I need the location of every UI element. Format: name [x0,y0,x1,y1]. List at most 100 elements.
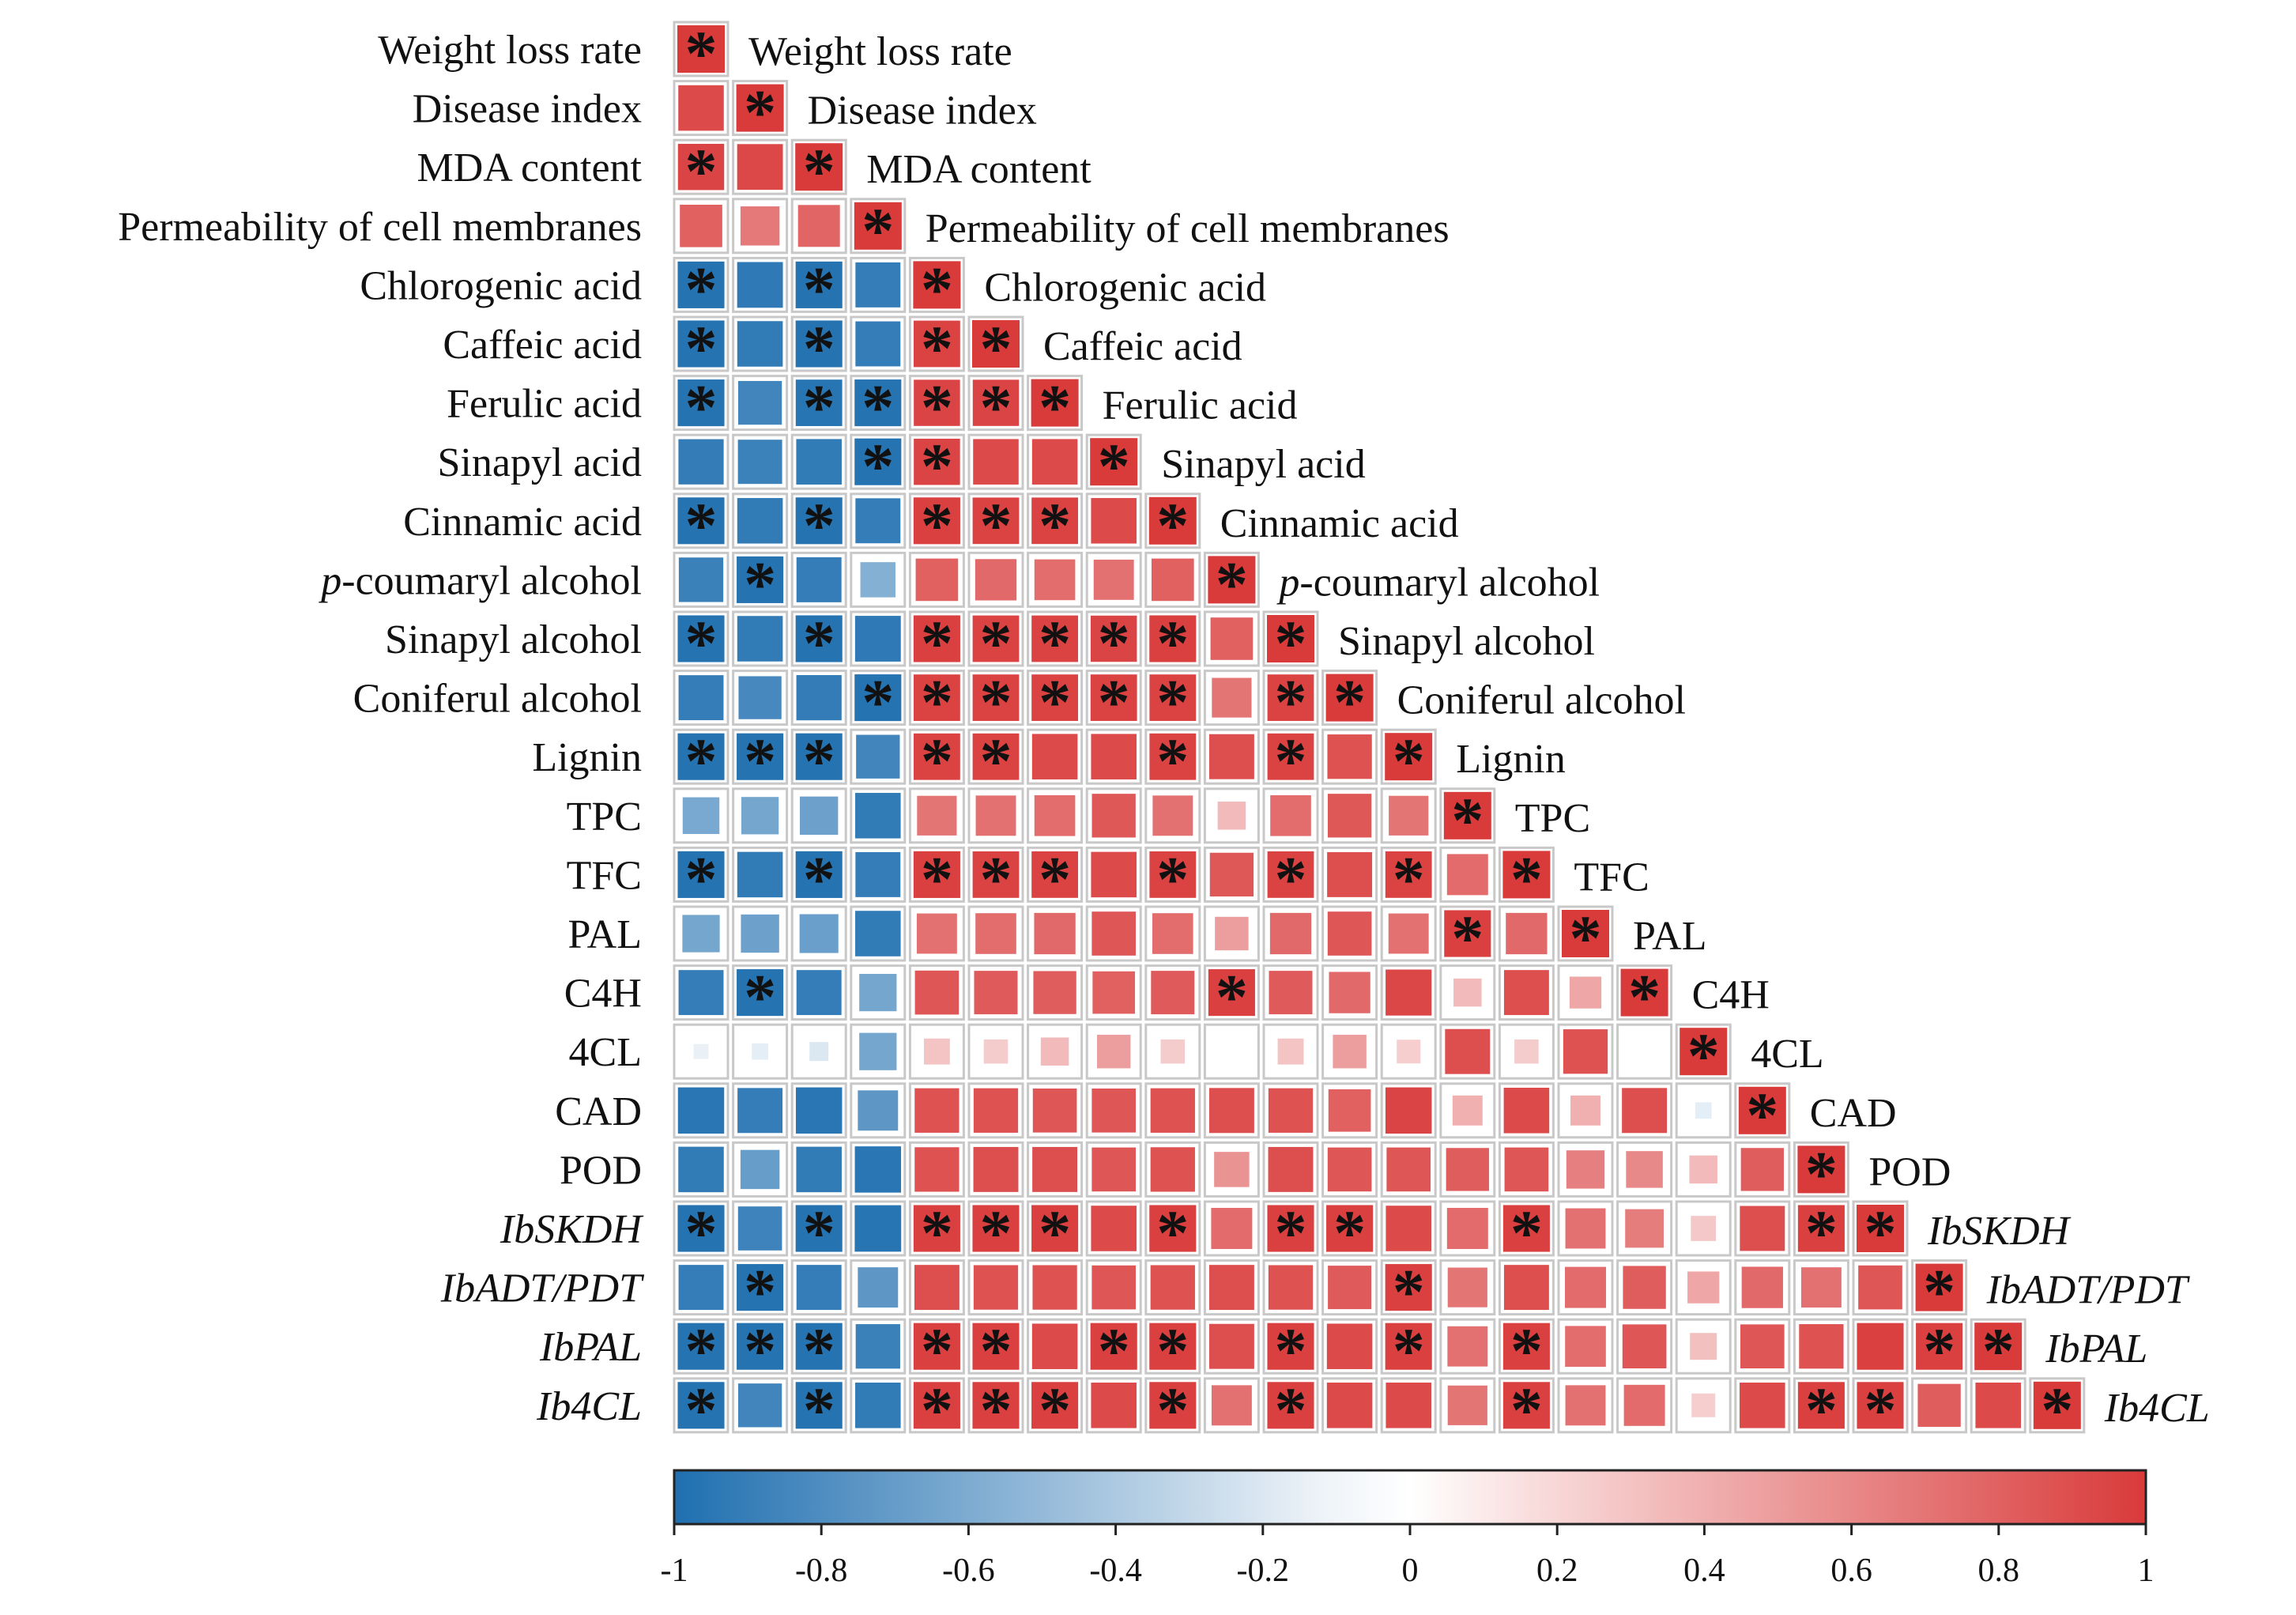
cell-square [914,733,960,780]
diagonal-labels: Weight loss rate Disease index MDA content… [748,29,2210,1431]
heatmap-cell [1144,964,1201,1021]
heatmap-cell [732,964,789,1021]
significance-marker: * [1393,725,1425,797]
cell-square [923,1038,950,1065]
cell-square [737,1323,784,1370]
cell-square [1217,802,1246,830]
cell-square [1975,1383,2021,1428]
heatmap-cell [1203,964,1260,1021]
significance-marker: * [685,607,718,679]
heatmap-cell [1321,787,1378,844]
heatmap-cell [1085,787,1142,844]
cell-square [1502,851,1551,899]
significance-marker: * [1098,430,1130,502]
cell-square [1857,1382,1904,1429]
cell-square [1857,1205,1904,1252]
heatmap-cell [1262,1141,1319,1198]
cell-square [914,320,960,368]
heatmap-cell [1439,1259,1496,1316]
cell-square [1149,674,1197,721]
cell-square [737,616,783,662]
heatmap-cell [1911,1259,1968,1316]
cell-square [1446,1208,1488,1249]
heatmap-cell [1616,1141,1673,1198]
cell-square [914,379,960,426]
cell-square [1211,1208,1253,1249]
heatmap-cell [1027,1023,1084,1080]
cell-square [1150,1265,1195,1310]
cell-square [1091,1206,1137,1251]
heatmap-cell [1557,1377,1614,1434]
heatmap-cell [1203,1377,1260,1434]
significance-marker: * [921,666,953,738]
heatmap-cell [967,492,1024,549]
heatmap-cell [790,1141,847,1198]
cell-square [1453,978,1482,1007]
heatmap-cell [790,728,847,785]
cell-square [1566,1150,1605,1189]
cell-square [913,261,961,309]
cell-square [1031,439,1078,485]
significance-marker: * [1156,1374,1189,1446]
significance-marker: * [744,77,776,149]
cell-square [1040,1037,1069,1066]
heatmap-cell [732,1377,789,1434]
heatmap-cell [790,198,847,255]
heatmap-cell [908,1200,965,1257]
row-labels: Weight loss rate Disease index MDA content… [118,28,644,1429]
heatmap-cell [1557,1200,1614,1257]
heatmap-cell [1027,492,1084,549]
diagonal-label-ibadt-pdt: IbADT/PDT [1986,1268,2190,1313]
heatmap-cell [967,1200,1024,1257]
colorbar-tick-label: 0.2 [1536,1553,1578,1589]
significance-marker: * [1393,843,1425,915]
heatmap-cell [850,492,907,549]
heatmap-cell [967,375,1024,432]
cell-square [1386,969,1432,1016]
cell-square [1800,1267,1842,1308]
cell-square [1267,674,1314,721]
heatmap-cell [850,433,907,490]
heatmap-cell [908,315,965,372]
heatmap-cell [1380,1259,1437,1316]
significance-marker: * [1216,961,1248,1033]
significance-marker: * [1039,372,1071,443]
heatmap-cell [1262,728,1319,785]
cell-square [677,497,725,545]
heatmap-cell [1557,1141,1614,1198]
significance-marker: * [803,1197,835,1269]
heatmap-cell [732,787,789,844]
cell-square [678,439,724,485]
heatmap-cell [1262,610,1319,667]
significance-marker: * [1687,1020,1720,1092]
cell-square [795,733,843,780]
significance-marker: * [1039,607,1071,679]
significance-marker: * [744,1315,776,1387]
diagonal-label-cad: CAD [1810,1091,1897,1136]
heatmap-cell [673,787,730,844]
colorbar-tick-label: -0.2 [1237,1553,1290,1589]
heatmap-cell [908,905,965,962]
cell-square [973,1088,1019,1133]
heatmap-cell [850,1023,907,1080]
significance-marker: * [1982,1315,2015,1387]
cell-square [972,851,1020,898]
heatmap-cell [1321,1318,1378,1375]
heatmap-cell [1498,1318,1555,1375]
cell-square [1267,733,1314,780]
heatmap-cell [1203,1318,1260,1375]
cell-square [972,1382,1020,1429]
heatmap-cell [1262,905,1319,962]
cell-square [737,556,784,603]
cell-square [1149,1323,1197,1370]
significance-marker: * [1156,725,1189,797]
cell-square [1333,1034,1367,1069]
significance-marker: * [980,1374,1012,1446]
diagonal-label-permeability-of-cell-membranes: Permeability of cell membranes [926,206,1450,251]
cell-square [855,1383,901,1428]
cell-square [737,144,783,191]
cell-frame [1616,1023,1673,1080]
cell-square [1267,1382,1314,1429]
cell-square [855,851,901,897]
cell-square [1741,1266,1783,1308]
